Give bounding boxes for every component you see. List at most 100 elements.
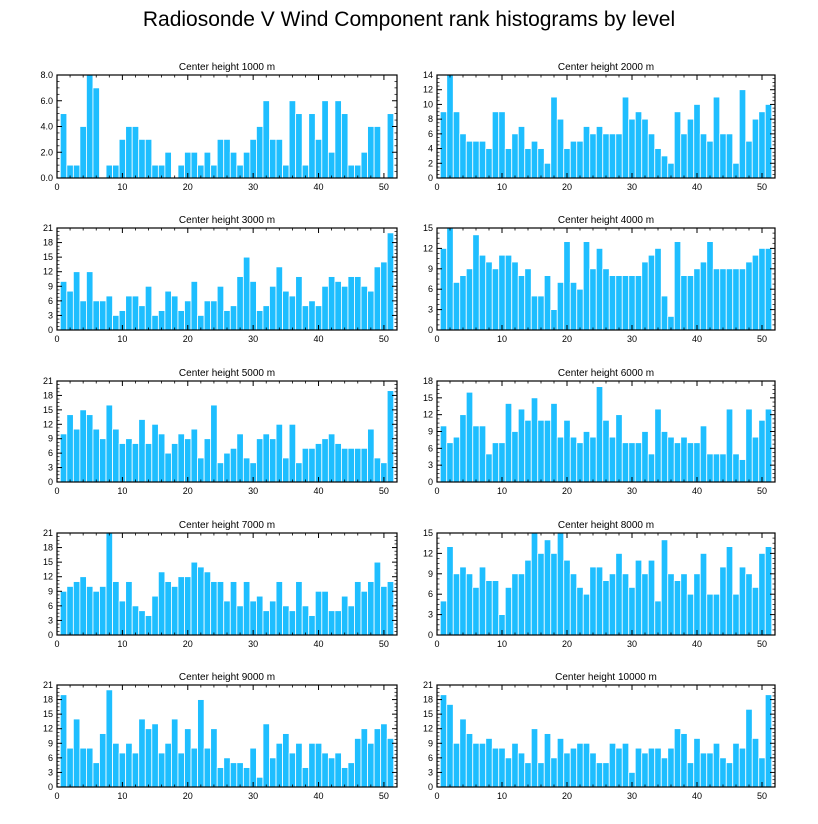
histogram-bar <box>647 133 656 179</box>
x-tick-label: 50 <box>757 791 767 801</box>
histogram-bar <box>517 573 526 636</box>
histogram-bar <box>99 586 107 636</box>
histogram-bar <box>693 573 701 636</box>
histogram-bar <box>86 586 94 636</box>
histogram-bar <box>229 581 238 636</box>
histogram-bar <box>491 268 500 331</box>
histogram-bar <box>446 442 454 483</box>
y-tick-label: 4 <box>428 144 433 154</box>
histogram-bar <box>478 566 487 636</box>
histogram-bar <box>59 694 68 788</box>
histogram-bar <box>341 285 349 331</box>
histogram-bar <box>478 742 487 788</box>
histogram-bar <box>262 100 270 179</box>
histogram-bar <box>341 113 349 179</box>
histogram-bar <box>660 757 669 788</box>
histogram-bar <box>530 295 539 331</box>
histogram-bar <box>491 747 500 788</box>
histogram-bar <box>275 423 283 483</box>
histogram-bar <box>628 442 636 483</box>
histogram-bar <box>269 757 277 788</box>
histogram-bar <box>628 118 636 179</box>
x-tick-label: 10 <box>117 334 127 344</box>
histogram-bar <box>92 300 100 331</box>
histogram-bar <box>197 699 205 788</box>
x-tick-label: 20 <box>183 486 193 496</box>
histogram-bar <box>504 587 513 636</box>
histogram-bar <box>144 728 153 788</box>
x-tick-label: 30 <box>248 791 258 801</box>
histogram-bar <box>171 295 179 331</box>
histogram-bar <box>530 140 539 179</box>
x-tick-label: 50 <box>757 334 767 344</box>
histogram-bar <box>706 453 714 483</box>
histogram-bar <box>530 397 539 483</box>
histogram-bar <box>223 138 231 179</box>
histogram-bar <box>347 164 355 179</box>
histogram-bar <box>537 419 545 483</box>
histogram-bar <box>465 140 474 179</box>
y-tick-label: 18 <box>43 543 53 553</box>
histogram-bar <box>203 571 212 636</box>
histogram-bar <box>216 462 225 483</box>
histogram-bar <box>190 561 198 636</box>
histogram-bar <box>373 728 382 788</box>
histogram-bar <box>138 419 146 483</box>
y-tick-label: 6 <box>428 284 433 294</box>
histogram-bar <box>504 757 513 788</box>
histogram-bar <box>725 546 734 636</box>
histogram-bar <box>177 164 185 179</box>
histogram-bar <box>72 428 81 483</box>
y-tick-label: 3 <box>48 310 53 320</box>
histogram-bar <box>282 733 290 788</box>
x-tick-label: 10 <box>497 791 507 801</box>
histogram-bar <box>125 438 133 483</box>
histogram-bar <box>223 757 231 788</box>
histogram-bar <box>517 408 526 483</box>
histogram-bar <box>550 757 558 788</box>
histogram-bar <box>282 290 290 331</box>
histogram-bar <box>641 573 649 636</box>
histogram-bar <box>706 752 714 788</box>
histogram-bar <box>569 747 578 788</box>
histogram-bar <box>660 295 669 331</box>
histogram-bar <box>699 425 708 483</box>
histogram-panel-9: Center height 9000 m 0 10 20 30 40 50 0 3 6 9 12 15 1… <box>43 672 398 801</box>
histogram-bar <box>295 581 303 636</box>
histogram-bar <box>105 295 113 331</box>
y-tick-label: 9 <box>48 281 53 291</box>
x-tick-label: 20 <box>562 182 572 192</box>
histogram-bar <box>367 428 375 483</box>
histogram-bar <box>373 457 382 483</box>
histogram-bar <box>751 118 760 179</box>
histogram-bar <box>151 164 159 179</box>
x-tick-label: 10 <box>117 639 127 649</box>
histogram-bar <box>673 241 682 331</box>
histogram-bar <box>550 96 558 179</box>
histogram-bar <box>236 605 244 636</box>
histogram-bar <box>347 605 355 636</box>
histogram-bar <box>511 742 519 788</box>
histogram-bar <box>478 425 487 483</box>
histogram-bar <box>288 610 297 636</box>
histogram-bar <box>537 148 545 179</box>
histogram-panel-1: Center height 1000 m 0 10 20 30 40 50 0.0 2.0 4.0… <box>40 62 398 192</box>
histogram-bar <box>764 104 773 179</box>
histogram-bar <box>504 254 513 331</box>
histogram-bar <box>256 438 264 483</box>
histogram-bar <box>589 268 597 331</box>
histogram-bar <box>262 305 270 331</box>
histogram-bar <box>210 728 218 788</box>
histogram-bar <box>543 162 552 179</box>
histogram-bar <box>86 747 94 788</box>
histogram-bar <box>347 447 355 483</box>
histogram-bar <box>314 590 323 636</box>
histogram-bar <box>334 281 342 331</box>
histogram-bar <box>602 419 610 483</box>
histogram-bar <box>190 747 198 788</box>
x-tick-label: 20 <box>183 334 193 344</box>
histogram-bar <box>706 140 714 179</box>
histogram-bar <box>184 576 192 636</box>
x-tick-label: 20 <box>183 791 193 801</box>
histogram-bar <box>295 742 303 788</box>
